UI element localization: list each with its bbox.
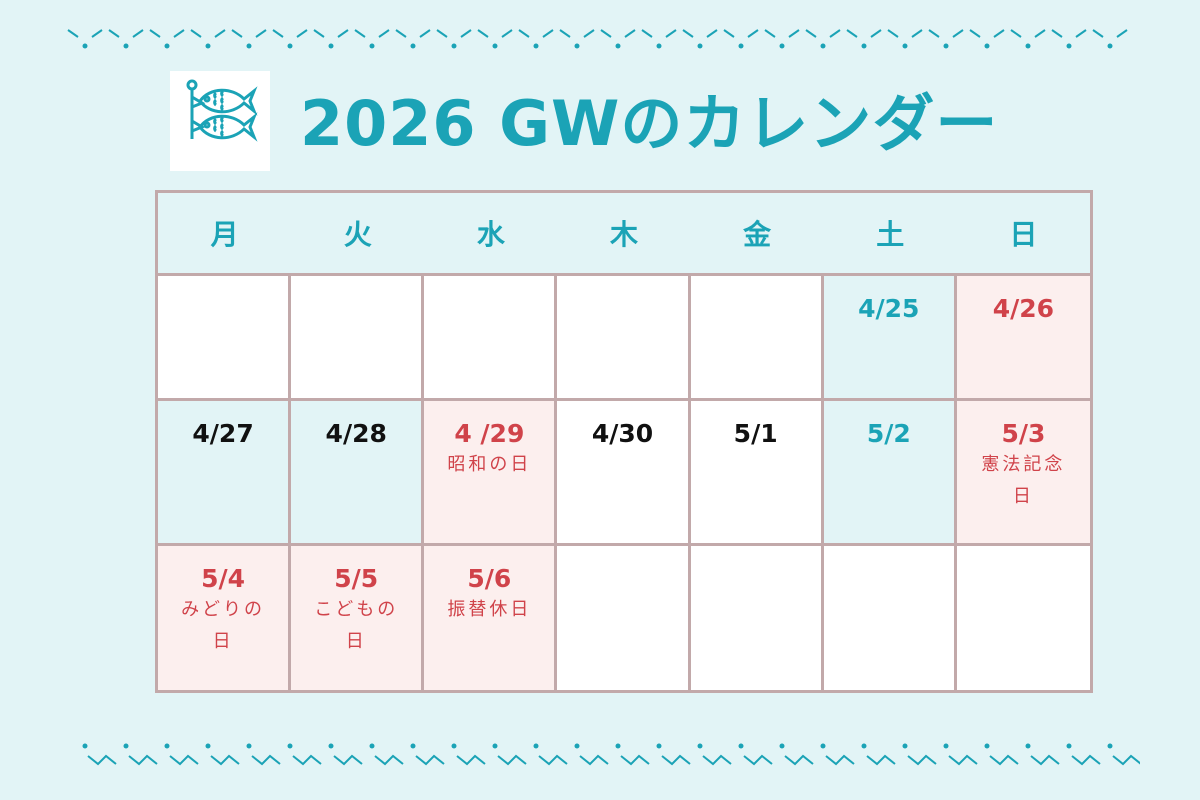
date-label: 5/4 xyxy=(201,564,246,593)
holiday-name: 振替休日 xyxy=(447,599,532,620)
date-label: 4 /29 xyxy=(454,419,525,448)
date-label: 5/3 xyxy=(1001,419,1046,448)
holiday-name: 憲法記念日 xyxy=(981,454,1066,507)
day-cell[interactable]: 5/2 xyxy=(823,401,957,546)
weekday-header: 木 xyxy=(557,193,694,276)
day-cell[interactable] xyxy=(557,276,691,401)
weekday-header: 金 xyxy=(690,193,827,276)
weekday-header: 土 xyxy=(823,193,960,276)
holiday-name: 昭和の日 xyxy=(447,454,532,475)
weekday-header: 水 xyxy=(424,193,561,276)
day-cell[interactable]: 4/27 xyxy=(158,401,292,546)
date-label: 5/1 xyxy=(733,419,778,448)
day-cell[interactable] xyxy=(424,276,558,401)
holiday-name: こどもの日 xyxy=(314,599,399,652)
date-label: 5/6 xyxy=(467,564,512,593)
day-cell[interactable] xyxy=(690,546,824,690)
day-cell[interactable]: 4/25 xyxy=(823,276,957,401)
page-title: 2026 GWのカレンダー xyxy=(300,87,999,160)
weekday-header: 日 xyxy=(956,193,1090,276)
day-cell[interactable]: 5/6 振替休日 xyxy=(424,546,558,690)
day-cell[interactable]: 4/30 xyxy=(557,401,691,546)
day-cell[interactable] xyxy=(291,276,425,401)
date-label: 4/30 xyxy=(591,419,654,448)
day-cell[interactable] xyxy=(823,546,957,690)
day-cell[interactable]: 5/5 こどもの日 xyxy=(291,546,425,690)
calendar-grid: 月火水木金土日 4/25 4/26 4/27 4/28 4 /29 昭和の日 4/30 5/1 5… xyxy=(155,190,1093,693)
date-label: 4/25 xyxy=(858,294,920,323)
day-cell[interactable]: 4 /29 昭和の日 xyxy=(424,401,558,546)
day-cell[interactable] xyxy=(690,276,824,401)
koinobori-icon xyxy=(186,79,258,142)
day-cell[interactable] xyxy=(158,276,292,401)
date-label: 5/5 xyxy=(334,564,379,593)
day-cell[interactable]: 5/4 みどりの日 xyxy=(158,546,292,690)
day-cell[interactable] xyxy=(956,546,1090,690)
day-cell[interactable] xyxy=(557,546,691,690)
koinobori-logo xyxy=(170,71,270,171)
weekday-header: 火 xyxy=(291,193,428,276)
day-cell[interactable]: 4/26 xyxy=(956,276,1090,401)
bottom-zigzag-decoration xyxy=(82,743,1140,766)
day-cell[interactable]: 4/28 xyxy=(291,401,425,546)
date-label: 4/27 xyxy=(192,419,254,448)
top-zigzag-decoration xyxy=(67,29,1128,49)
day-cell[interactable]: 5/1 xyxy=(690,401,824,546)
date-label: 4/26 xyxy=(992,294,1055,323)
weekday-header: 月 xyxy=(158,193,295,276)
day-cell[interactable]: 5/3 憲法記念日 xyxy=(956,401,1090,546)
holiday-name: みどりの日 xyxy=(181,599,266,652)
date-label: 4/28 xyxy=(325,419,387,448)
date-label: 5/2 xyxy=(866,419,911,448)
